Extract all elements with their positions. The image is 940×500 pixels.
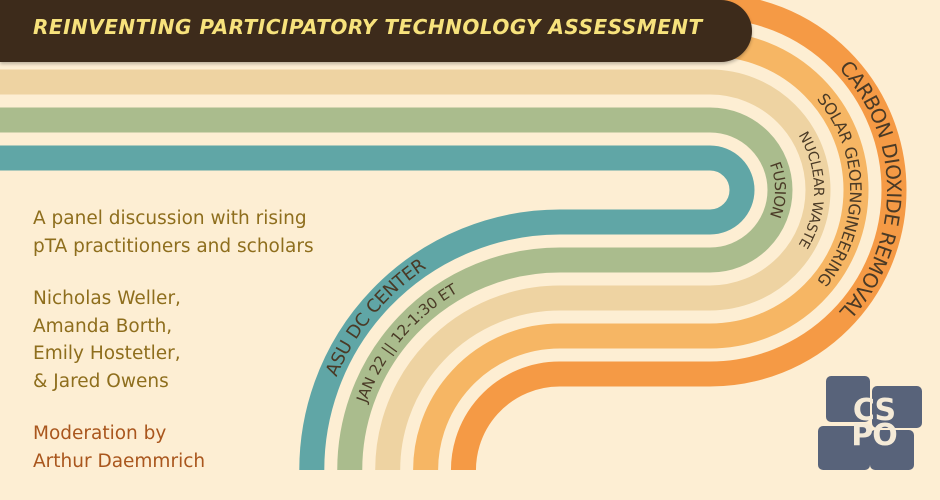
fusion-label: FUSION [766, 159, 789, 220]
event-title: REINVENTING PARTICIPATORY TECHNOLOGY ASS… [33, 15, 703, 39]
panelists: Nicholas Weller, Amanda Borth, Emily Hos… [33, 285, 314, 395]
moderation: Moderation by Arthur Daemmrich [33, 420, 314, 475]
light-orange-stripe [0, 31, 869, 470]
logo-text-bottom: PO [851, 418, 897, 453]
moderation-label: Moderation by [33, 423, 167, 444]
panel-intro: A panel discussion with rising pTA practi… [33, 205, 314, 260]
orange-stripe [0, 0, 907, 470]
title-banner: REINVENTING PARTICIPATORY TECHNOLOGY ASS… [0, 0, 752, 62]
tan-stripe [0, 69, 831, 470]
panelist: Amanda Borth, [33, 315, 173, 337]
intro-line-2: pTA practitioners and scholars [33, 235, 314, 257]
event-description: A panel discussion with rising pTA practi… [33, 205, 314, 500]
intro-line-1: A panel discussion with rising [33, 208, 307, 229]
panelist: Nicholas Weller, [33, 288, 181, 309]
logo-text-top: CS [852, 393, 896, 428]
panelist: & Jared Owens [33, 370, 169, 392]
teal-stripe [0, 145, 755, 470]
green-stripe [0, 107, 793, 470]
cspo-logo: CS PO [818, 376, 922, 470]
moderator: Arthur Daemmrich [33, 450, 206, 472]
panelist: Emily Hostetler, [33, 343, 181, 364]
